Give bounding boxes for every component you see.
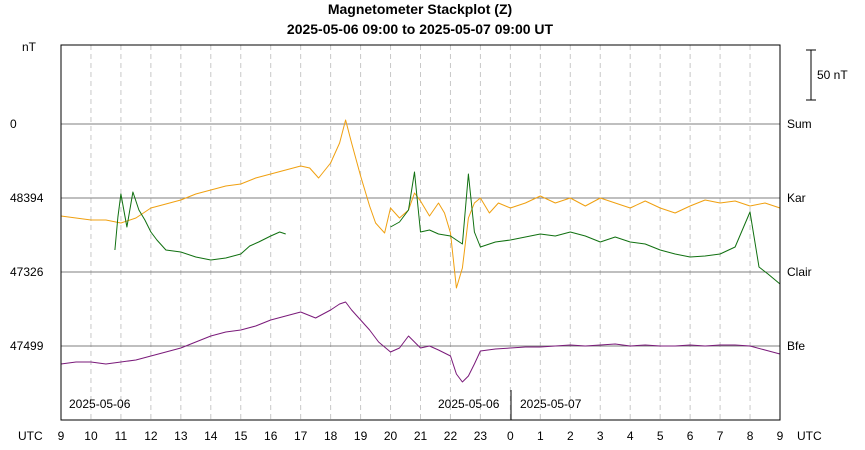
x-tick-label: 19 <box>354 429 368 443</box>
series-traces <box>60 119 781 383</box>
chart-title: Magnetometer Stackplot (Z) <box>328 1 512 17</box>
x-tick-label: 13 <box>174 429 188 443</box>
x-axis-label-left: UTC <box>18 429 43 443</box>
scale-bar: 50 nT <box>806 49 848 101</box>
x-tick-label: 11 <box>115 429 128 443</box>
baseline-value-clair: 47326 <box>10 265 44 279</box>
x-tick-label: 0 <box>507 429 514 443</box>
date-label-next-day: 2025-05-07 <box>520 397 582 411</box>
plot-frame <box>60 44 781 421</box>
x-tick-label: 2 <box>567 429 574 443</box>
trace-clair-b <box>390 171 781 285</box>
series-label-sum: Sum <box>787 117 812 131</box>
baseline-value-bfe: 47499 <box>10 339 44 353</box>
trace-clair <box>114 191 286 261</box>
chart-subtitle: 2025-05-06 09:00 to 2025-05-07 09:00 UT <box>287 21 554 37</box>
vertical-gridlines <box>90 45 751 420</box>
baseline-value-sum: 0 <box>10 117 17 131</box>
x-tick-label: 4 <box>627 429 634 443</box>
x-tick-label: 18 <box>324 429 338 443</box>
x-tick-label: 9 <box>777 429 784 443</box>
x-tick-label: 8 <box>747 429 754 443</box>
x-axis-label-right: UTC <box>797 429 822 443</box>
x-tick-label: 20 <box>384 429 398 443</box>
x-tick-label: 1 <box>537 429 544 443</box>
series-label-clair: Clair <box>787 265 812 279</box>
series-label-kar: Kar <box>787 191 806 205</box>
x-axis-ticks: 9 10 11 12 13 14 15 16 17 18 19 20 21 22 23 0 1 2 3 4 5 6 7 8 9 <box>58 429 784 443</box>
baseline-value-kar: 48394 <box>10 191 44 205</box>
x-tick-label: 9 <box>58 429 65 443</box>
x-tick-label: 6 <box>687 429 694 443</box>
date-label-start: 2025-05-06 <box>69 397 131 411</box>
x-tick-label: 7 <box>717 429 724 443</box>
x-tick-label: 17 <box>294 429 308 443</box>
x-tick-label: 3 <box>597 429 604 443</box>
x-tick-label: 16 <box>264 429 278 443</box>
x-tick-label: 21 <box>414 429 428 443</box>
scale-bar-label: 50 nT <box>817 68 848 82</box>
x-tick-label: 10 <box>84 429 98 443</box>
trace-bfe <box>60 301 781 383</box>
x-tick-label: 12 <box>144 429 158 443</box>
x-tick-label: 22 <box>444 429 458 443</box>
x-tick-label: 5 <box>657 429 664 443</box>
series-label-bfe: Bfe <box>787 339 805 353</box>
y-unit-label: nT <box>22 40 37 54</box>
date-label-day-end: 2025-05-06 <box>438 397 500 411</box>
x-tick-label: 23 <box>474 429 488 443</box>
x-tick-label: 15 <box>234 429 248 443</box>
x-tick-label: 14 <box>204 429 218 443</box>
